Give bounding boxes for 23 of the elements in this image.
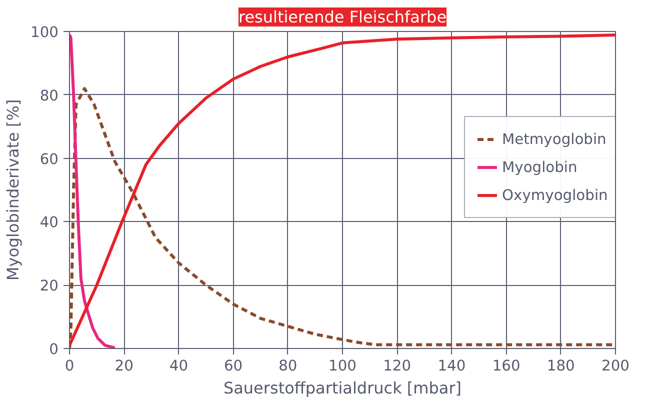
x-tick-label: 140 xyxy=(438,358,466,374)
legend-label: Myoglobin xyxy=(502,158,578,176)
x-tick-label: 120 xyxy=(383,358,412,374)
legend-label: Metmyoglobin xyxy=(502,130,606,148)
x-tick-label: 40 xyxy=(169,358,188,374)
y-tick-label: 100 xyxy=(30,24,59,41)
y-tick-label: 60 xyxy=(40,150,59,168)
x-tick-label: 0 xyxy=(64,358,74,374)
x-tick-label: 200 xyxy=(602,358,630,374)
x-tick-label: 20 xyxy=(114,358,134,374)
y-tick-label: 80 xyxy=(40,87,59,104)
y-tick-label: 40 xyxy=(40,214,59,232)
x-tick-label: 60 xyxy=(224,358,243,374)
y-tick-label: 0 xyxy=(49,341,59,358)
x-tick-label: 180 xyxy=(546,358,575,374)
x-tick-label: 80 xyxy=(278,358,298,374)
chart-title: resultierende Fleischfarbe xyxy=(238,8,447,26)
y-tick-label: 20 xyxy=(40,278,59,295)
x-tick-label: 100 xyxy=(328,358,356,374)
x-axis-title: Sauerstoffpartialdruck [mbar] xyxy=(223,378,462,398)
legend-label: Oxymyoglobin xyxy=(502,186,608,204)
x-tick-label: 160 xyxy=(492,358,520,374)
y-axis-title: Myoglobinderivate [%] xyxy=(4,99,23,281)
